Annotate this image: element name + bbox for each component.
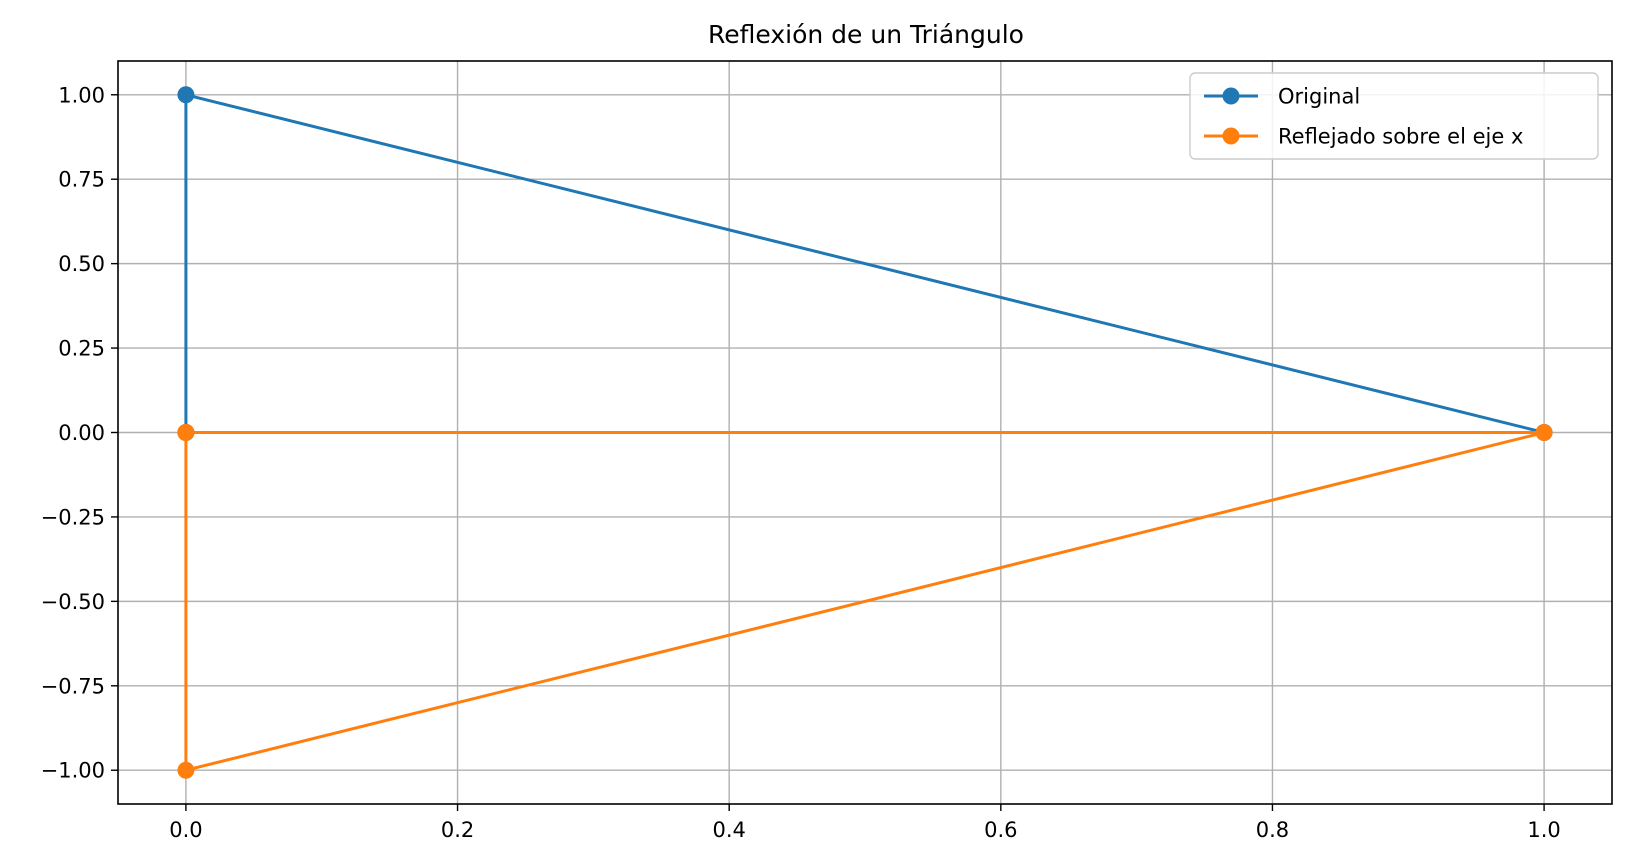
series-point <box>177 86 195 104</box>
x-tick-label: 0.8 <box>1256 818 1289 842</box>
chart-title: Reflexión de un Triángulo <box>708 20 1024 49</box>
y-tick-label: −0.25 <box>41 505 105 529</box>
y-tick-label: 0.50 <box>58 252 105 276</box>
y-tick-label: −0.50 <box>41 590 105 614</box>
legend-marker <box>1222 127 1240 145</box>
ticks: 0.0 0.2 0.4 0.6 0.8 1.0 −1.00 −0.75 −0.50 −0.25 0.… <box>41 83 1561 842</box>
series-point <box>1535 424 1553 441</box>
series-layer <box>177 86 1553 779</box>
legend-marker <box>1222 87 1240 105</box>
legend: Original Reflejado sobre el eje x <box>1189 72 1599 160</box>
x-tick-label: 0.2 <box>441 818 474 842</box>
x-tick-label: 1.0 <box>1527 818 1560 842</box>
series-line <box>184 431 1546 772</box>
series-point <box>177 761 195 779</box>
y-tick-label: 0.00 <box>58 421 105 445</box>
legend-box <box>1189 72 1599 160</box>
legend-label: Reflejado sobre el eje x <box>1278 125 1523 149</box>
y-tick-label: −0.75 <box>41 674 105 698</box>
y-tick-label: 0.25 <box>58 337 105 361</box>
series-point <box>177 424 195 441</box>
legend-label: Original <box>1278 85 1360 109</box>
x-tick-label: 0.4 <box>712 818 745 842</box>
y-tick-label: 0.75 <box>58 168 105 192</box>
y-tick-label: 1.00 <box>58 83 105 107</box>
y-tick-label: −1.00 <box>41 759 105 783</box>
x-tick-label: 0.0 <box>169 818 202 842</box>
x-tick-label: 0.6 <box>984 818 1017 842</box>
series-2 <box>177 424 1553 779</box>
